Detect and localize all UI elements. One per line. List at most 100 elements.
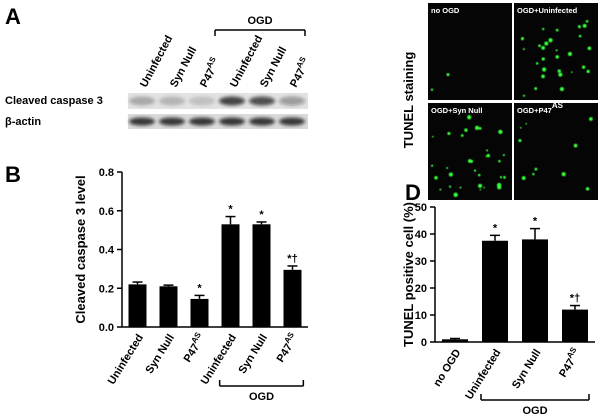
image-label: no OGD xyxy=(431,6,460,15)
stain-dot xyxy=(581,65,586,69)
y-tick-label: 0.8 xyxy=(99,167,114,179)
stain-dot xyxy=(485,155,488,158)
y-tick-label: 0.4 xyxy=(99,245,115,257)
y-tick-label: 0.0 xyxy=(99,322,114,334)
y-tick-label: 20 xyxy=(415,283,427,295)
x-tick-label: P47AS xyxy=(555,345,584,380)
stain-dot xyxy=(496,182,502,188)
lane-label: P47AS xyxy=(195,55,223,90)
stain-dot xyxy=(448,172,453,177)
lane-label: Syn Null xyxy=(258,45,289,89)
y-tick-label: 40 xyxy=(415,229,427,241)
stain-dot xyxy=(538,44,541,48)
stain-dot xyxy=(498,129,503,135)
blot-band xyxy=(129,96,155,106)
bar xyxy=(221,224,240,327)
annotation: * xyxy=(197,282,202,294)
stain-dot xyxy=(525,122,528,125)
blot-bands xyxy=(129,96,305,126)
stain-dot xyxy=(519,126,522,129)
stain-dot xyxy=(434,176,438,180)
stain-dot xyxy=(474,125,480,130)
stain-dot xyxy=(541,74,545,79)
group-label: OGD xyxy=(522,405,547,417)
stain-dot xyxy=(467,115,472,120)
stain-dot xyxy=(548,38,553,43)
tunel-image xyxy=(428,3,512,100)
superscript: AS xyxy=(565,345,579,360)
stain-dot xyxy=(532,172,535,176)
bar xyxy=(562,309,588,342)
blot-band xyxy=(249,96,275,106)
y-tick-label: 0 xyxy=(421,337,427,349)
superscript: AS xyxy=(552,101,564,110)
stain-dot xyxy=(544,41,549,46)
stain-dot xyxy=(586,69,590,74)
stain-dot xyxy=(431,135,434,138)
stain-dot xyxy=(585,187,590,191)
annotation: *† xyxy=(287,253,297,265)
bar xyxy=(159,286,178,327)
stain-dot xyxy=(486,153,491,158)
stain-dot xyxy=(541,57,545,61)
tunel-title: TUNEL staining xyxy=(401,52,416,149)
stain-dot xyxy=(522,94,526,97)
group-label: OGD xyxy=(247,15,272,27)
stain-dot xyxy=(460,134,464,137)
stain-dot xyxy=(534,167,538,171)
stain-dot xyxy=(430,88,434,91)
annotation: * xyxy=(533,216,538,228)
stain-dot xyxy=(479,189,482,191)
blot-band xyxy=(279,117,305,126)
tunel-image xyxy=(514,3,598,100)
annotation: * xyxy=(493,222,498,234)
stain-dot xyxy=(561,172,566,177)
stain-dot xyxy=(582,23,587,28)
stain-dot xyxy=(577,25,581,29)
stain-dot xyxy=(555,55,559,59)
x-tick-label: Uninfected xyxy=(106,332,146,387)
stain-dot xyxy=(558,72,563,77)
annotation: * xyxy=(228,204,233,216)
blot-row-label: β-actin xyxy=(5,116,41,128)
stain-dot xyxy=(447,131,451,136)
stain-dot xyxy=(570,71,573,74)
x-tick-label: Uninfected xyxy=(199,332,239,387)
blot-band xyxy=(159,96,185,106)
stain-dot xyxy=(518,139,522,143)
stain-dot xyxy=(459,186,462,189)
lane-label: P47AS xyxy=(285,55,313,90)
stain-dot xyxy=(439,188,442,191)
x-tick-label: Syn Null xyxy=(144,332,178,376)
stain-dot xyxy=(486,149,489,152)
y-tick-label: 0.2 xyxy=(99,283,114,295)
blot-band xyxy=(249,117,275,126)
stain-dot xyxy=(585,20,589,23)
image-label: OGD+Syn Null xyxy=(431,106,482,115)
blot-band xyxy=(219,117,245,126)
stain-dot xyxy=(534,87,538,91)
superscript: AS xyxy=(189,330,203,345)
stain-dot xyxy=(473,169,477,172)
annotation: * xyxy=(259,209,264,221)
x-tick-label: Syn Null xyxy=(510,347,544,391)
bar xyxy=(482,240,508,342)
stain-dot xyxy=(470,159,474,163)
stain-dot xyxy=(573,143,578,148)
blot-band xyxy=(189,117,215,126)
bar xyxy=(128,284,147,327)
tunel-image xyxy=(514,103,598,200)
y-tick-label: 10 xyxy=(415,310,427,322)
x-tick-label: P47AS xyxy=(179,330,208,365)
bar xyxy=(283,269,302,327)
stain-dot xyxy=(541,46,546,50)
blot-band xyxy=(129,117,155,126)
stain-dot xyxy=(521,176,526,181)
panel-letter: D xyxy=(405,180,421,205)
stain-dot xyxy=(499,175,503,179)
y-tick-label: 0.6 xyxy=(99,206,114,218)
stain-dot xyxy=(483,186,486,189)
stain-dot xyxy=(559,86,564,92)
x-tick-label: Uninfected xyxy=(463,347,503,402)
x-tick-label: no OGD xyxy=(431,347,463,389)
